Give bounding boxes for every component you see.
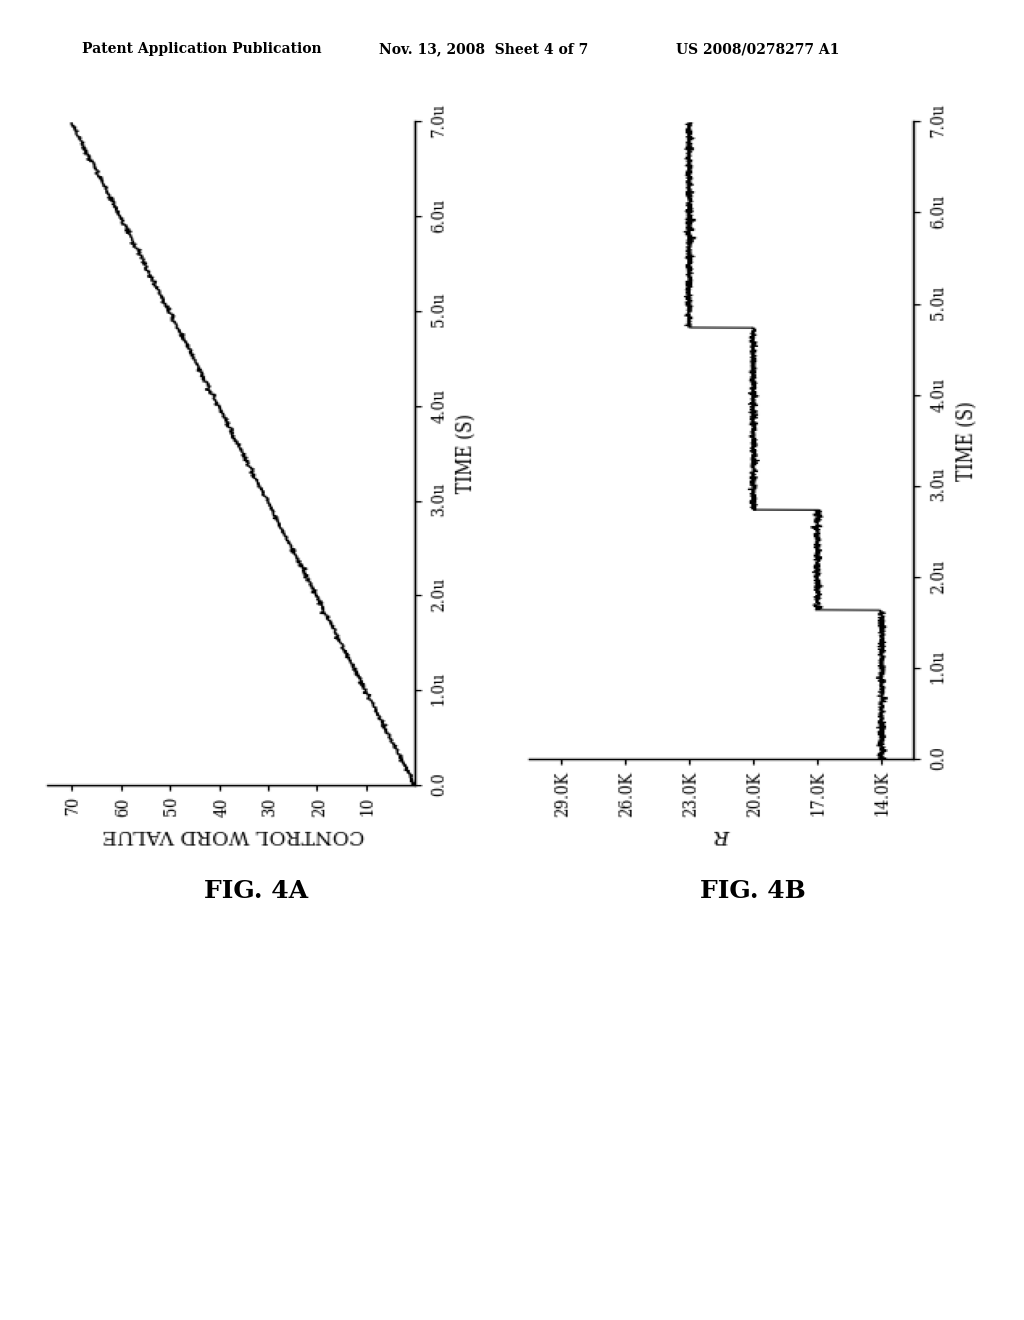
- Text: FIG. 4B: FIG. 4B: [699, 879, 806, 903]
- Text: FIG. 4A: FIG. 4A: [204, 879, 308, 903]
- Text: Nov. 13, 2008  Sheet 4 of 7: Nov. 13, 2008 Sheet 4 of 7: [379, 42, 588, 57]
- Text: US 2008/0278277 A1: US 2008/0278277 A1: [676, 42, 840, 57]
- Text: Patent Application Publication: Patent Application Publication: [82, 42, 322, 57]
